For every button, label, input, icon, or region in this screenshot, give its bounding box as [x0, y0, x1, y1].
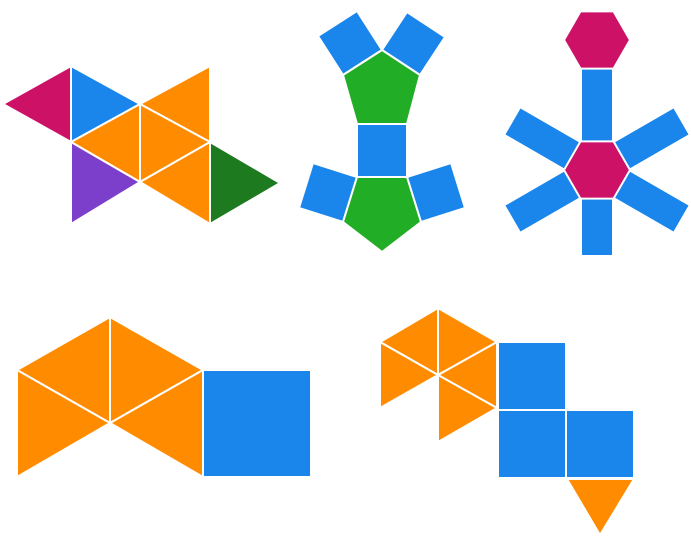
triangle: [16, 369, 111, 478]
triangle: [437, 374, 498, 443]
pentagon: [342, 176, 422, 253]
figure-pentagons: [298, 10, 466, 253]
figure-triangles: [2, 65, 281, 225]
figure-large-triangles: [16, 316, 312, 478]
triangle: [379, 341, 439, 409]
square: [497, 409, 567, 479]
figure-steps: [379, 307, 635, 536]
triangle: [70, 141, 141, 225]
square: [356, 123, 408, 178]
square: [565, 409, 635, 479]
rectangle: [580, 67, 614, 144]
triangle: [566, 478, 635, 536]
triangle: [2, 65, 72, 143]
square: [497, 341, 567, 411]
hexagon: [563, 140, 631, 200]
figure-hexagons: [503, 10, 691, 257]
rectangle: [580, 195, 614, 257]
triangle: [209, 141, 281, 225]
square: [202, 369, 312, 478]
hexagon: [563, 10, 631, 70]
